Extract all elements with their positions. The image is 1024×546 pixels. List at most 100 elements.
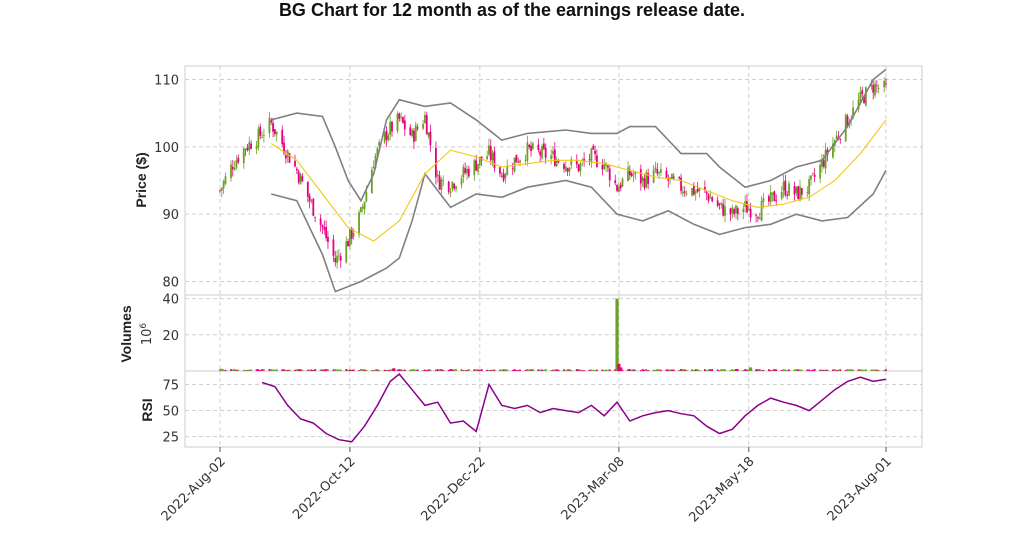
volume-bar [288, 369, 291, 371]
candle-body [832, 143, 834, 158]
candle-body [616, 184, 618, 191]
candle-body [374, 155, 377, 169]
candle-body [389, 122, 392, 135]
volume-bar [606, 369, 609, 371]
candle-body [588, 159, 591, 161]
volume-bar [736, 369, 739, 371]
volume-bar [475, 369, 478, 371]
candle-body [438, 175, 441, 190]
chart-title: BG Chart for 12 month as of the earnings… [279, 0, 745, 20]
candle-body [839, 139, 842, 140]
volume-bar [683, 369, 686, 371]
volume-bar [350, 369, 353, 371]
volume-bar [553, 369, 556, 371]
volume-bar [570, 369, 573, 371]
candle-body [350, 228, 353, 239]
volume-bar [563, 369, 565, 371]
volume-bar [391, 369, 393, 371]
volume-bar [590, 369, 593, 371]
volume-bar [744, 369, 747, 371]
candle-body [870, 83, 873, 87]
candle-body [583, 159, 586, 162]
volume-bar [435, 369, 437, 371]
candle-body [338, 255, 340, 257]
volume-bar [669, 369, 671, 371]
volume-bar [544, 368, 547, 371]
volume-bar [524, 369, 527, 371]
candle-body [784, 180, 787, 196]
axis-layer: 2022-Aug-02 2022-Oct-12 2022-Dec-22 2023-Ma… [154, 73, 895, 525]
candle-body [639, 169, 642, 184]
volume-bar [813, 368, 816, 371]
volume-bar [839, 369, 842, 371]
candle-body [669, 177, 671, 179]
volume-bar [678, 369, 681, 371]
candle-body [511, 168, 514, 170]
candle-body [747, 209, 750, 211]
candle-body [705, 191, 708, 194]
candle-body [250, 143, 253, 149]
volume-bar [519, 369, 521, 371]
volume-bar [255, 369, 258, 371]
candle-body [760, 201, 763, 221]
volume-bar [811, 369, 814, 371]
candle-body [235, 160, 238, 168]
volume-bar [698, 370, 701, 371]
volume-bar [575, 369, 578, 371]
candle-body [273, 129, 276, 135]
volume-bar [583, 370, 586, 371]
volume-bar [493, 369, 496, 371]
candle-body [391, 121, 393, 132]
candle-body [742, 208, 745, 213]
volume-bar [478, 369, 481, 371]
volume-bar [768, 369, 770, 371]
price-series-layer [219, 68, 887, 293]
price-y-tick-label: 90 [162, 208, 179, 223]
candle-body [795, 186, 798, 193]
candle-body [473, 160, 476, 176]
candle-body [594, 150, 596, 154]
bollinger-upper-line [270, 68, 887, 203]
volume-bar [246, 370, 249, 371]
volume-bar [703, 369, 706, 371]
candle-body [361, 206, 364, 209]
candle-body [577, 164, 580, 172]
candle-body [301, 176, 304, 182]
volume-bar [800, 369, 803, 371]
volume-bar [416, 369, 419, 371]
volume-bar [819, 369, 822, 371]
candle-body [440, 179, 443, 191]
volume-bar [799, 369, 801, 371]
volume-bar [692, 370, 695, 371]
candle-body [799, 186, 801, 201]
volume-bar [826, 369, 829, 371]
volume-bar [411, 369, 414, 371]
candle-body [491, 152, 494, 161]
volume-bar [564, 370, 567, 371]
volume-bar [499, 369, 501, 371]
volume-bar [652, 369, 655, 371]
candle-body [281, 129, 284, 145]
volume-bar [596, 369, 598, 371]
volume-bar [349, 369, 351, 371]
volume-bar [539, 369, 542, 371]
candle-body [627, 167, 629, 181]
candle-body [806, 192, 809, 194]
volume-spike-bar [220, 368, 224, 371]
candle-body [628, 169, 631, 176]
volume-bar [515, 370, 518, 371]
volume-bar [614, 369, 617, 371]
candle-body [768, 196, 770, 202]
candle-body [564, 166, 567, 171]
volume-bar [517, 370, 520, 371]
volume-bar [837, 369, 840, 371]
candle-body [822, 160, 825, 167]
volume-bar [627, 369, 629, 371]
volume-spike-bar [617, 363, 621, 371]
volume-bar [733, 369, 736, 371]
volume-bar [722, 369, 725, 371]
volume-bar [528, 369, 531, 371]
volume-bar [250, 369, 253, 371]
candle-body [643, 178, 646, 188]
volume-bar [682, 369, 684, 371]
